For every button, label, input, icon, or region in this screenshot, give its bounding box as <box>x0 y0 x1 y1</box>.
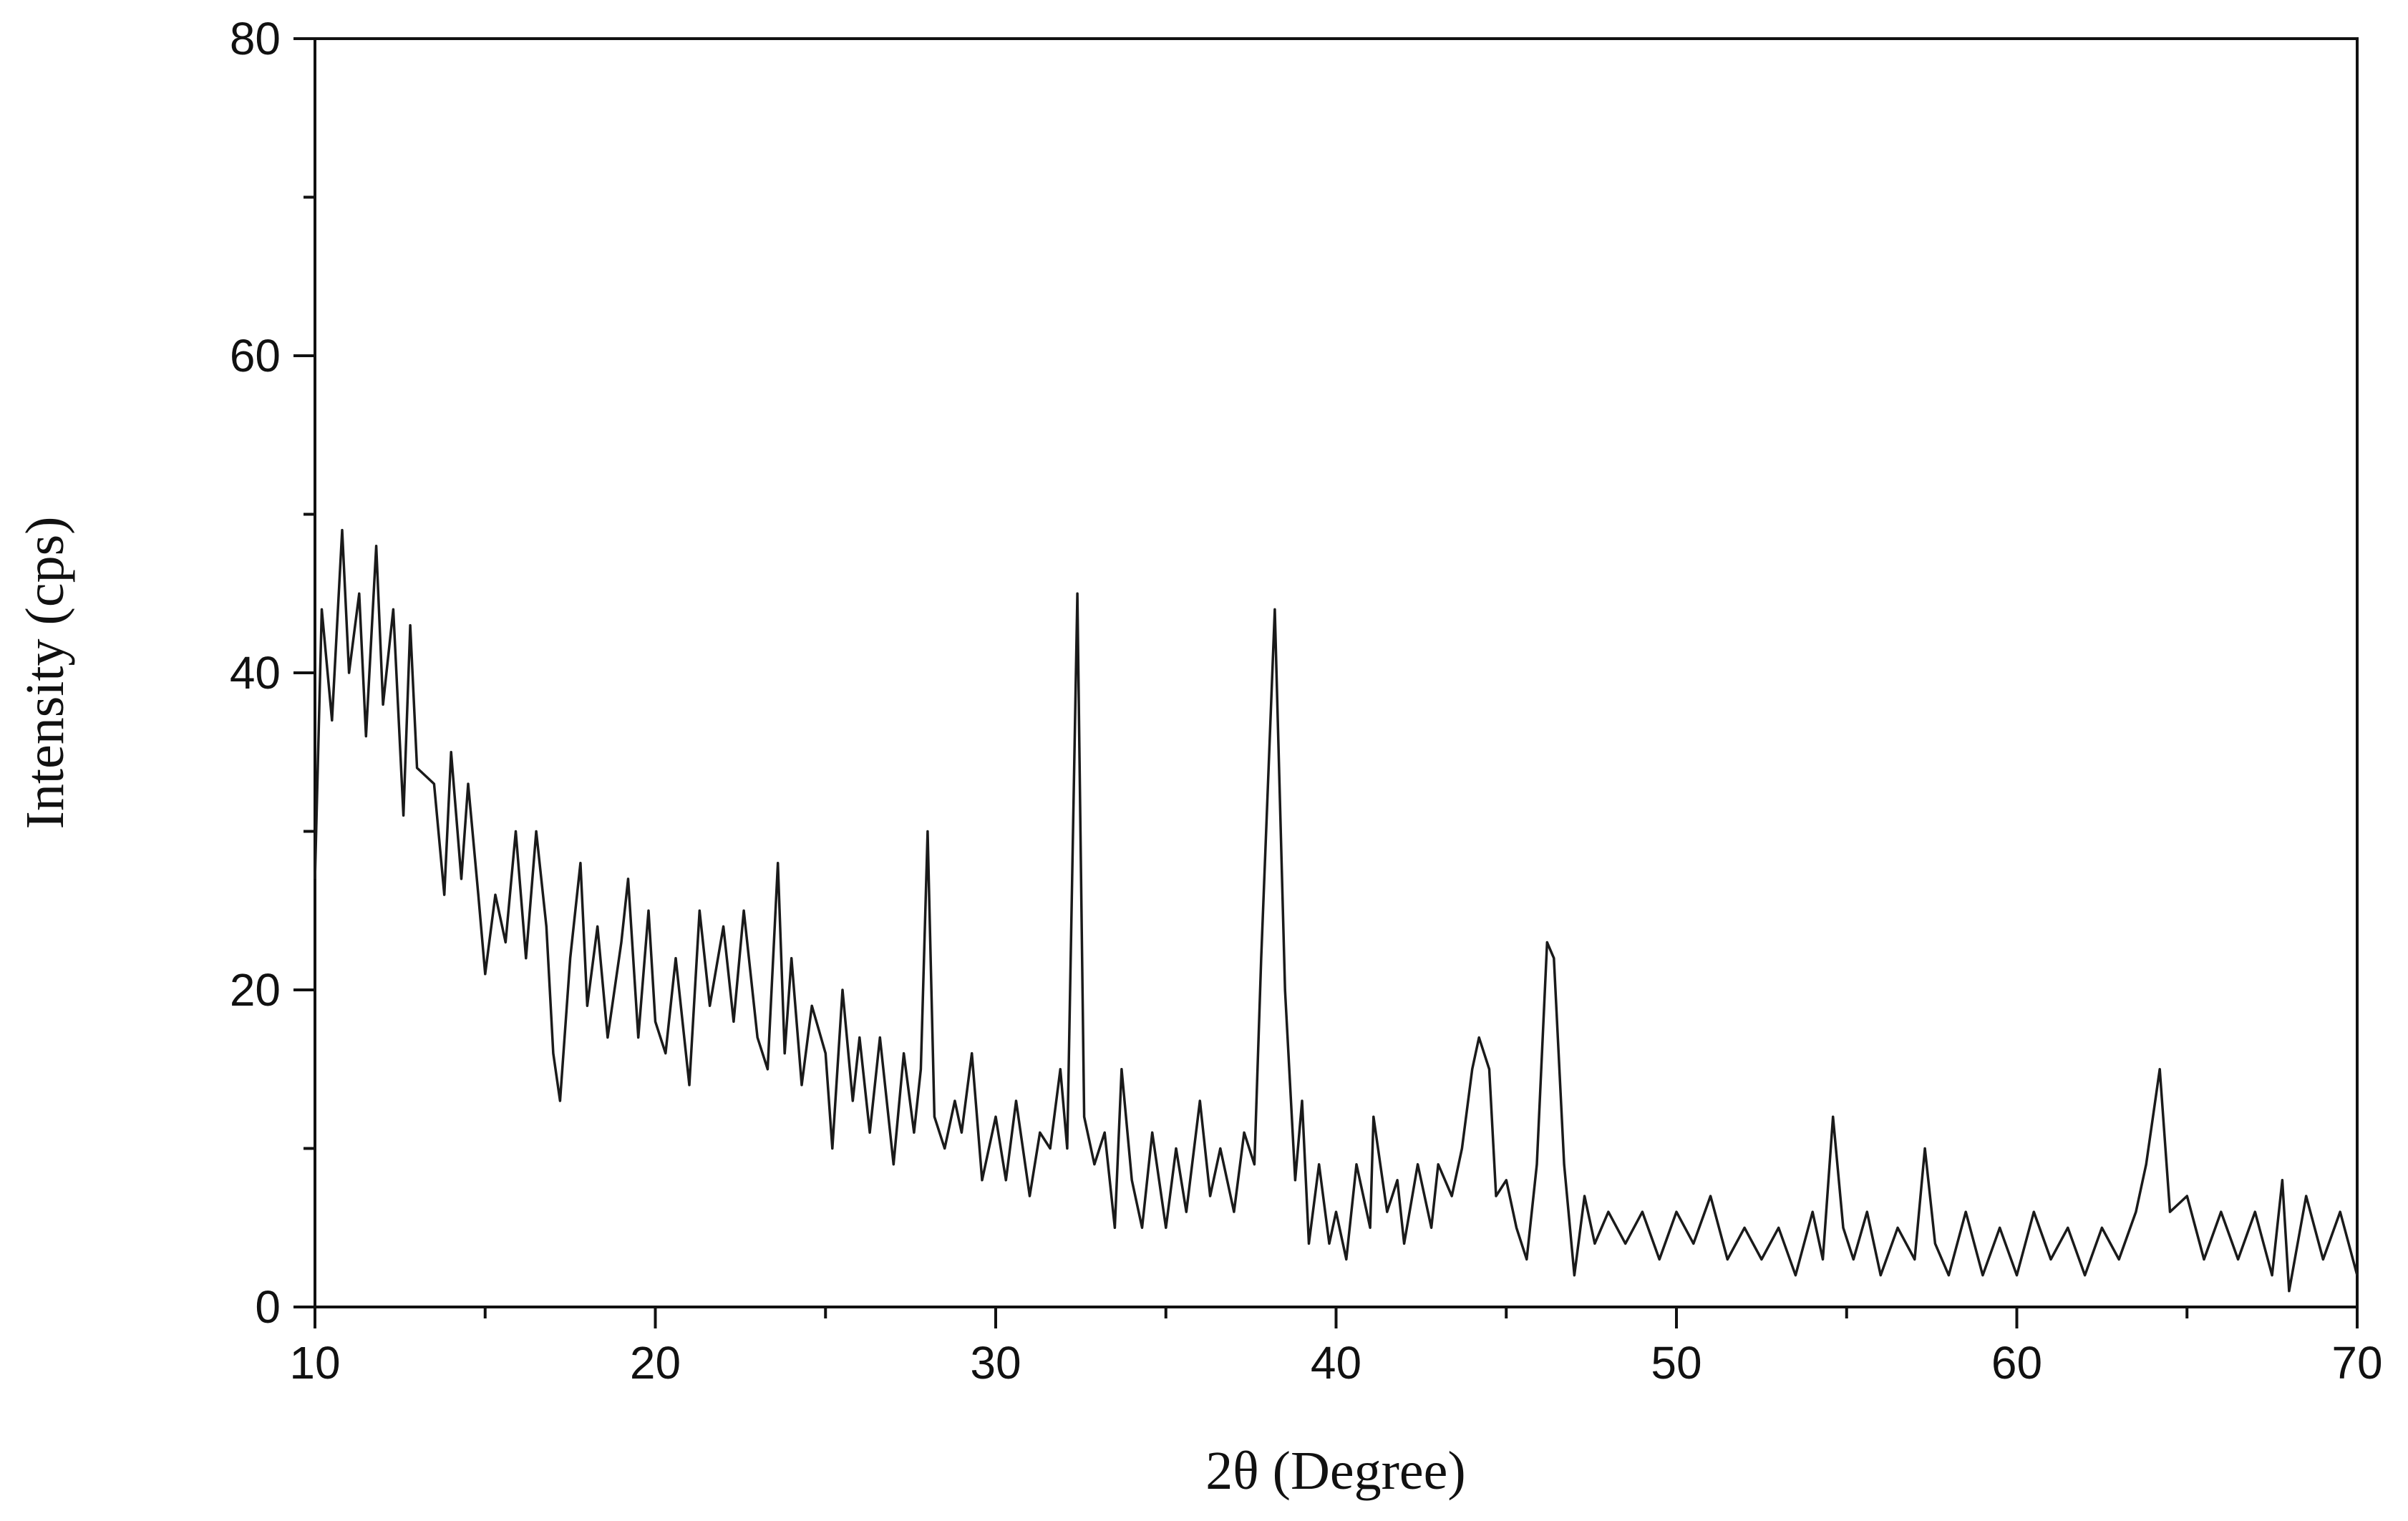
x-tick-label: 50 <box>1651 1337 1701 1389</box>
y-tick-label: 0 <box>255 1281 281 1333</box>
x-tick-label: 70 <box>2331 1337 2382 1389</box>
x-axis-title: 2θ (Degree) <box>1205 1441 1465 1501</box>
y-tick-label: 40 <box>230 647 281 699</box>
x-tick-label: 10 <box>289 1337 340 1389</box>
y-tick-label: 20 <box>230 964 281 1016</box>
x-tick-label: 40 <box>1311 1337 1361 1389</box>
y-axis-title: Intensity (cps) <box>15 517 75 830</box>
y-tick-label: 80 <box>230 13 281 64</box>
x-tick-label: 60 <box>1991 1337 2042 1389</box>
y-tick-label: 60 <box>230 330 281 382</box>
x-tick-label: 20 <box>630 1337 681 1389</box>
data-line <box>314 528 2359 1293</box>
plot-frame <box>314 37 2359 1308</box>
x-tick-label: 30 <box>970 1337 1021 1389</box>
